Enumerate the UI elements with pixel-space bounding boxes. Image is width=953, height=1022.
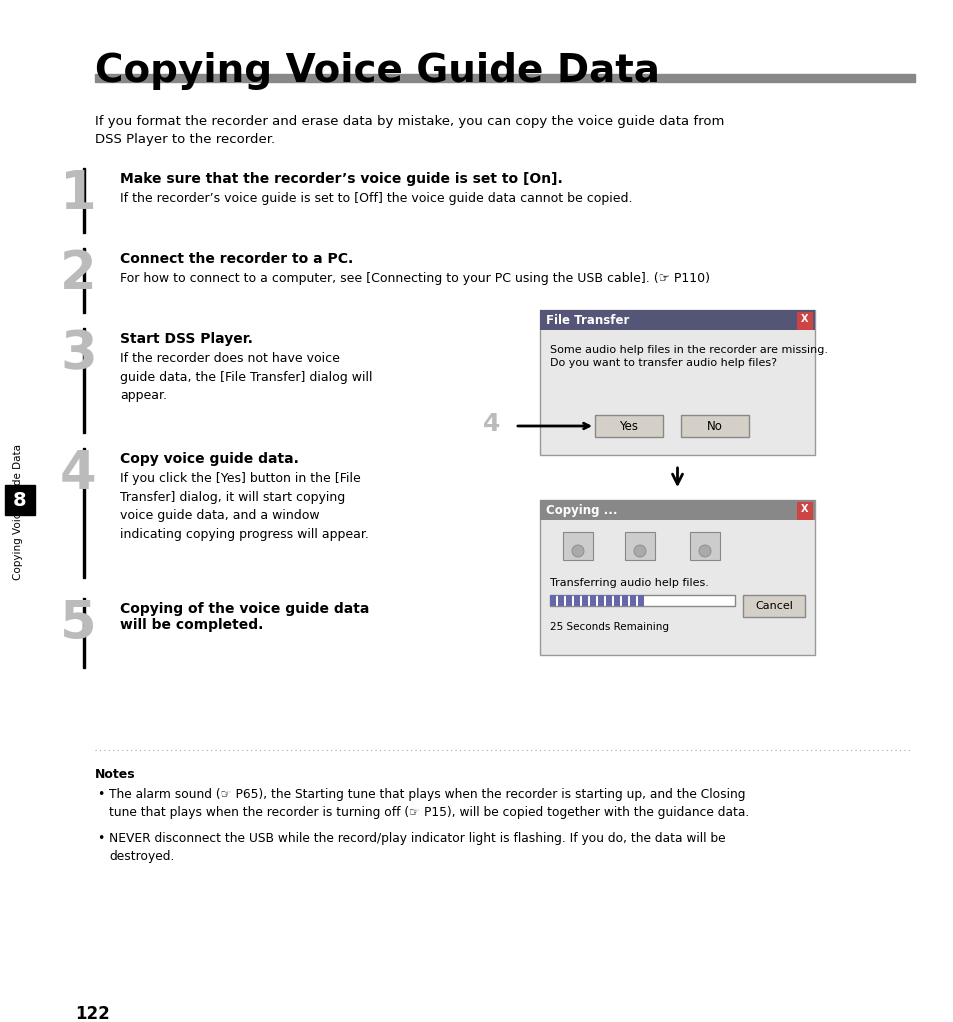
Text: Yes: Yes xyxy=(618,419,638,432)
Circle shape xyxy=(699,545,710,557)
Text: Copy voice guide data.: Copy voice guide data. xyxy=(120,452,298,466)
Bar xyxy=(83,448,85,578)
Text: Copying Voice Guide Data: Copying Voice Guide Data xyxy=(13,444,23,580)
Text: File Transfer: File Transfer xyxy=(545,314,629,327)
Bar xyxy=(680,415,748,437)
Text: If you click the [Yes] button in the [File
Transfer] dialog, it will start copyi: If you click the [Yes] button in the [Fi… xyxy=(120,472,369,541)
Bar xyxy=(562,532,593,560)
Text: Transferring audio help files.: Transferring audio help files. xyxy=(550,578,708,588)
Text: Cancel: Cancel xyxy=(754,601,792,611)
Text: 122: 122 xyxy=(75,1005,110,1022)
Bar xyxy=(581,595,587,606)
Bar xyxy=(629,595,636,606)
Text: 4: 4 xyxy=(482,412,499,436)
Bar xyxy=(83,598,85,668)
Bar xyxy=(539,310,814,330)
Bar xyxy=(539,310,814,455)
Bar xyxy=(539,500,814,520)
Text: The alarm sound (☞ P65), the Starting tune that plays when the recorder is start: The alarm sound (☞ P65), the Starting tu… xyxy=(109,788,748,819)
Text: If the recorder’s voice guide is set to [Off] the voice guide data cannot be cop: If the recorder’s voice guide is set to … xyxy=(120,192,632,205)
Bar xyxy=(689,532,720,560)
Text: X: X xyxy=(801,504,808,514)
Text: 1: 1 xyxy=(60,168,96,220)
Text: •: • xyxy=(97,832,104,845)
Circle shape xyxy=(634,545,645,557)
Text: Start DSS Player.: Start DSS Player. xyxy=(120,332,253,346)
Bar xyxy=(605,595,612,606)
Bar xyxy=(624,532,655,560)
Bar xyxy=(621,595,627,606)
Bar xyxy=(796,312,812,330)
Bar xyxy=(558,595,563,606)
Text: Copying ...: Copying ... xyxy=(545,504,617,517)
Bar xyxy=(638,595,643,606)
Bar xyxy=(574,595,579,606)
Bar xyxy=(539,500,814,655)
Text: 5: 5 xyxy=(60,598,96,650)
Bar xyxy=(598,595,603,606)
Text: No: No xyxy=(706,419,722,432)
Bar xyxy=(95,74,914,82)
Text: Some audio help files in the recorder are missing.
Do you want to transfer audio: Some audio help files in the recorder ar… xyxy=(550,345,827,368)
Text: Copying Voice Guide Data: Copying Voice Guide Data xyxy=(95,52,659,90)
Bar xyxy=(550,595,556,606)
Bar xyxy=(83,168,85,233)
Bar xyxy=(83,328,85,433)
Text: Copying of the voice guide data
will be completed.: Copying of the voice guide data will be … xyxy=(120,602,369,633)
Text: If the recorder does not have voice
guide data, the [File Transfer] dialog will
: If the recorder does not have voice guid… xyxy=(120,352,372,402)
Bar xyxy=(565,595,572,606)
Text: 2: 2 xyxy=(60,248,96,300)
Bar xyxy=(5,485,35,515)
Text: 4: 4 xyxy=(60,448,96,500)
Bar xyxy=(550,595,734,606)
Text: 3: 3 xyxy=(60,328,96,380)
Bar xyxy=(796,502,812,520)
Text: 8: 8 xyxy=(13,491,27,510)
Bar xyxy=(614,595,619,606)
Text: NEVER disconnect the USB while the record/play indicator light is flashing. If y: NEVER disconnect the USB while the recor… xyxy=(109,832,725,863)
Bar xyxy=(83,248,85,313)
Text: X: X xyxy=(801,314,808,324)
Circle shape xyxy=(572,545,583,557)
Bar xyxy=(589,595,596,606)
Text: 25 Seconds Remaining: 25 Seconds Remaining xyxy=(550,622,668,632)
Bar xyxy=(742,595,804,617)
Bar xyxy=(595,415,662,437)
Text: Connect the recorder to a PC.: Connect the recorder to a PC. xyxy=(120,252,353,266)
Text: If you format the recorder and erase data by mistake, you can copy the voice gui: If you format the recorder and erase dat… xyxy=(95,115,723,146)
Text: •: • xyxy=(97,788,104,801)
Text: Notes: Notes xyxy=(95,768,135,781)
Text: For how to connect to a computer, see [Connecting to your PC using the USB cable: For how to connect to a computer, see [C… xyxy=(120,272,709,285)
Text: Make sure that the recorder’s voice guide is set to [On].: Make sure that the recorder’s voice guid… xyxy=(120,172,562,186)
